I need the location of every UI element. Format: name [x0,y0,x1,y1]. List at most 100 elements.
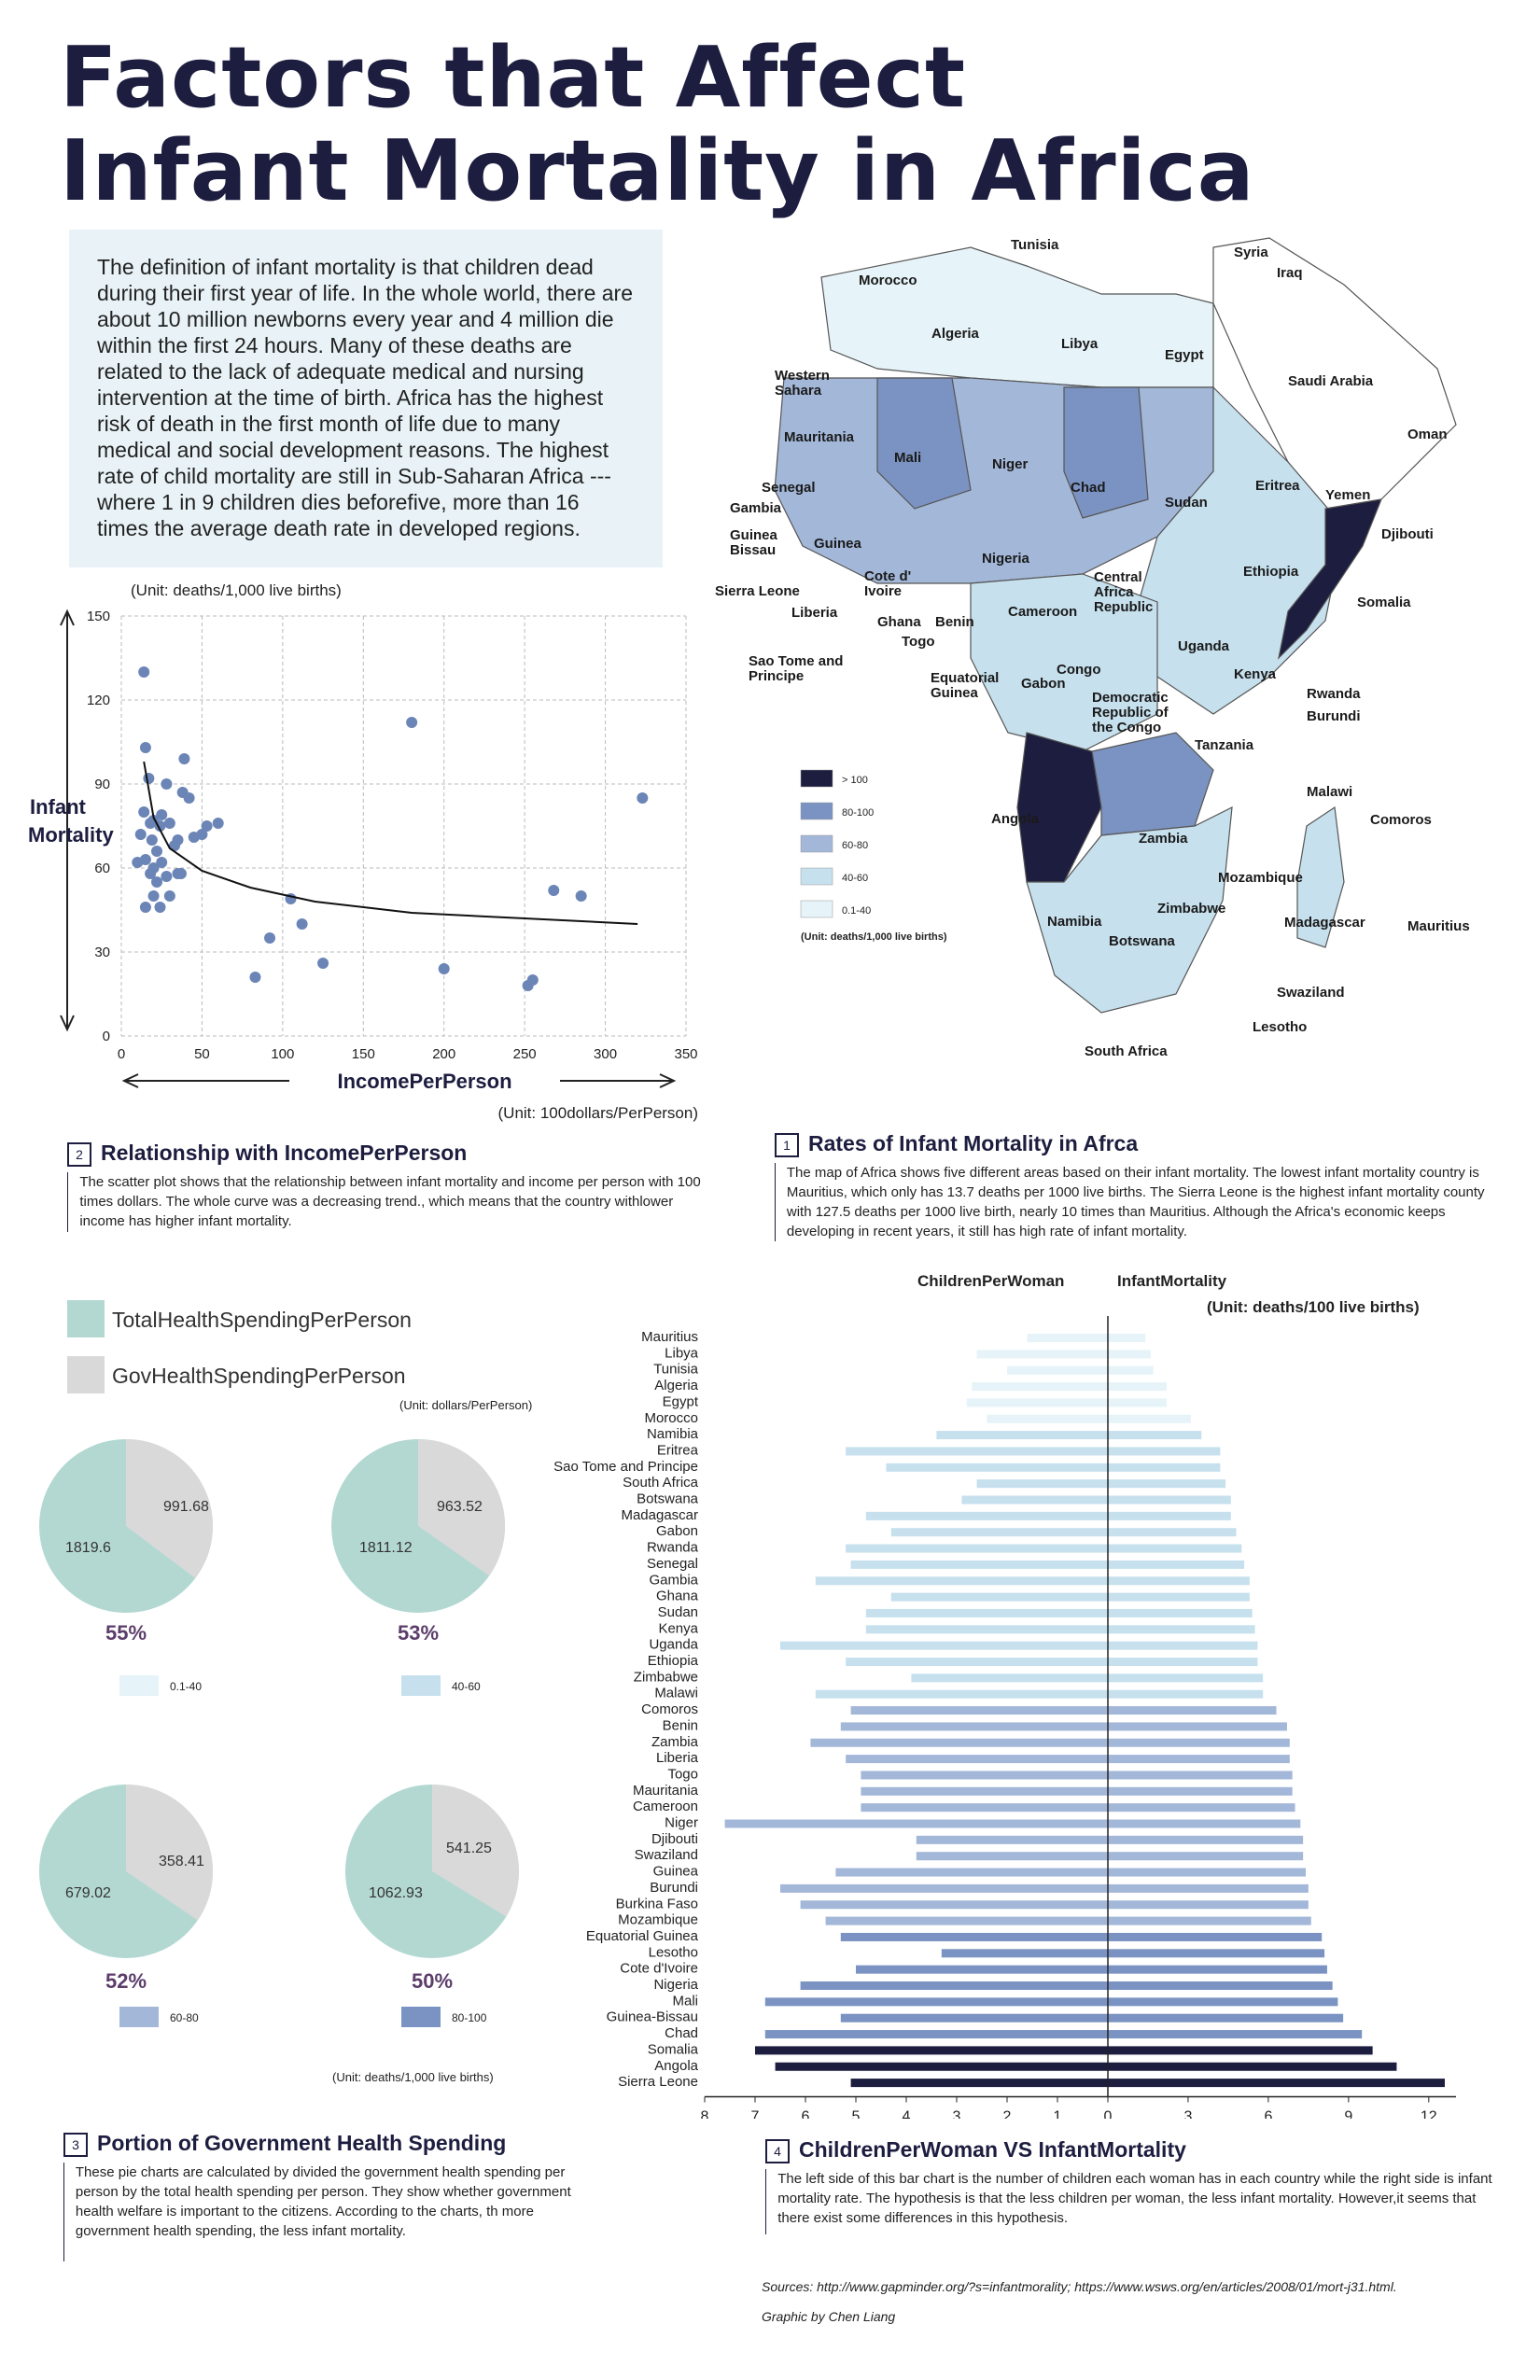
bar-category-label: Uganda [649,1637,698,1653]
scatter-point [201,820,213,832]
map-legend-label: 40-60 [842,873,868,884]
bar-mortality [1108,1722,1287,1731]
bar-left-tick-label: 2 [1003,2108,1012,2119]
bar-mortality [1108,1835,1304,1844]
map-country-label: Congo [1057,662,1100,678]
x-label-bg [289,1068,560,1094]
bar-children [861,1803,1108,1813]
bar-category-label: Cote d'Ivoire [620,1961,698,1977]
bar-children [890,1528,1108,1537]
section-1-heading: 1 Rates of Infant Mortality in Afrca [775,1131,1503,1157]
bar-mortality [1108,2013,1344,2023]
scatter-point [161,871,173,882]
scatter-point [178,753,190,764]
scatter-point [156,809,168,820]
bar-children [936,1431,1108,1440]
map-country-label: Cote d' Ivoire [864,568,911,599]
pie-percent: 53% [398,1621,439,1645]
x-tick-label: 150 [352,1046,375,1062]
scatter-point [264,932,276,944]
bar-left-tick-label: 5 [852,2108,861,2119]
bar-mortality [1108,1431,1202,1440]
map-country-label: Iraq [1277,265,1303,281]
bar-mortality [1108,1414,1191,1423]
map-country-label: Guinea Bissau [730,527,778,558]
title-line-2: Infant Mortality in Africa [60,122,1255,220]
bar-mortality [1108,1755,1290,1764]
bar-mortality [1108,2030,1363,2039]
butterfly-bar-chart: ChildrenPerWoman InfantMortality (Unit: de… [553,1272,1456,2119]
bar-category-label: South Africa [623,1475,699,1491]
bar-left-tick-label: 3 [953,2108,961,2119]
map-country-label: Zambia [1139,831,1188,847]
bar-children [800,1900,1108,1910]
map-country-label: Comoros [1370,812,1432,828]
bar-mortality [1108,1608,1253,1617]
bar-children [846,1447,1108,1456]
scatter-unit-bottom: (Unit: 100dollars/PerPerson) [498,1104,698,1122]
bar-left-title: ChildrenPerWoman [917,1272,1064,1290]
y-axis-arrowheads [60,609,75,1032]
x-tick-label: 250 [513,1046,537,1062]
map-country-label: Burundi [1307,708,1361,724]
map-country-label: Yemen [1325,487,1370,503]
scatter-point [317,958,329,969]
bar-category-label: Libya [665,1345,699,1361]
bar-category-label: Liberia [656,1750,699,1766]
bar-category-label: Mauritania [633,1783,699,1799]
bar-children [840,2013,1108,2023]
map-country-label: Gabon [1021,676,1066,692]
bar-children [840,1722,1108,1731]
bar-children [850,1560,1108,1569]
map-country-label: Guinea [814,536,862,552]
bar-children [846,1755,1108,1764]
bar-category-label: Sudan [658,1604,698,1620]
map-shapes [774,237,1457,1014]
map-country-label: Swaziland [1277,985,1345,1001]
map-labels: Tunisia Morocco Algeria Libya Egypt Syria Iraq… [715,237,1470,1059]
bar-children [780,1641,1108,1650]
map-country-label: Botswana [1109,933,1176,949]
bar-children [815,1689,1108,1699]
pie-legend-gov: GovHealthSpendingPerPerson [112,1364,406,1388]
bar-mortality [1108,1883,1309,1893]
section-4-number: 4 [765,2138,790,2163]
bar-mortality [1108,1916,1311,1925]
bar-mortality [1108,1949,1325,1958]
map-country-label: Democratic Republic of the Congo [1092,690,1169,735]
bar-children [890,1592,1108,1602]
bar-children [780,1883,1108,1893]
x-tick-label: 50 [194,1046,210,1062]
pie-legend-total: TotalHealthSpendingPerPerson [112,1308,412,1332]
bar-children [850,1706,1108,1715]
bar-category-label: Sierra Leone [618,2074,698,2090]
scatter-point [212,818,224,829]
scatter-point [139,902,151,913]
bar-children [1027,1334,1108,1342]
map-country-label: Kenya [1234,666,1277,682]
bar-mortality [1108,1398,1168,1407]
bar-category-label: Malawi [654,1686,698,1701]
bar-children [865,1608,1108,1617]
bar-right-tick-label: 9 [1344,2108,1352,2119]
bar-category-label: Ghana [656,1589,699,1604]
bar-category-label: Tunisia [653,1362,698,1378]
bar-children [916,1852,1108,1861]
bar-category-label: Mali [672,1993,698,2009]
bar-children [865,1511,1108,1520]
map-country-label: Sudan [1165,495,1208,511]
pie-chart: 679.02 358.41 52% 60-80 [39,1785,214,2027]
pie-total-label: 1062.93 [369,1885,423,1901]
north-africa-shape [820,246,1214,388]
map-country-label: Malawi [1307,784,1352,800]
pie-percent: 50% [412,1969,453,1993]
bar-left-tick-label: 8 [701,2108,709,2119]
map-country-label: Sao Tome and Principe [749,653,843,684]
pie-unit: (Unit: dollars/PerPerson) [399,1398,532,1412]
map-legend-swatch [800,802,833,820]
pie-chart: 1062.93 541.25 50% 80-100 [345,1785,519,2027]
y-tick-label: 30 [94,945,110,960]
section-4-text: The left side of this bar chart is the n… [777,2170,1492,2226]
pie-slice-gov [126,1439,214,1578]
map-legend: > 100 80-100 60-80 40-60 0.1-40 [800,769,874,918]
